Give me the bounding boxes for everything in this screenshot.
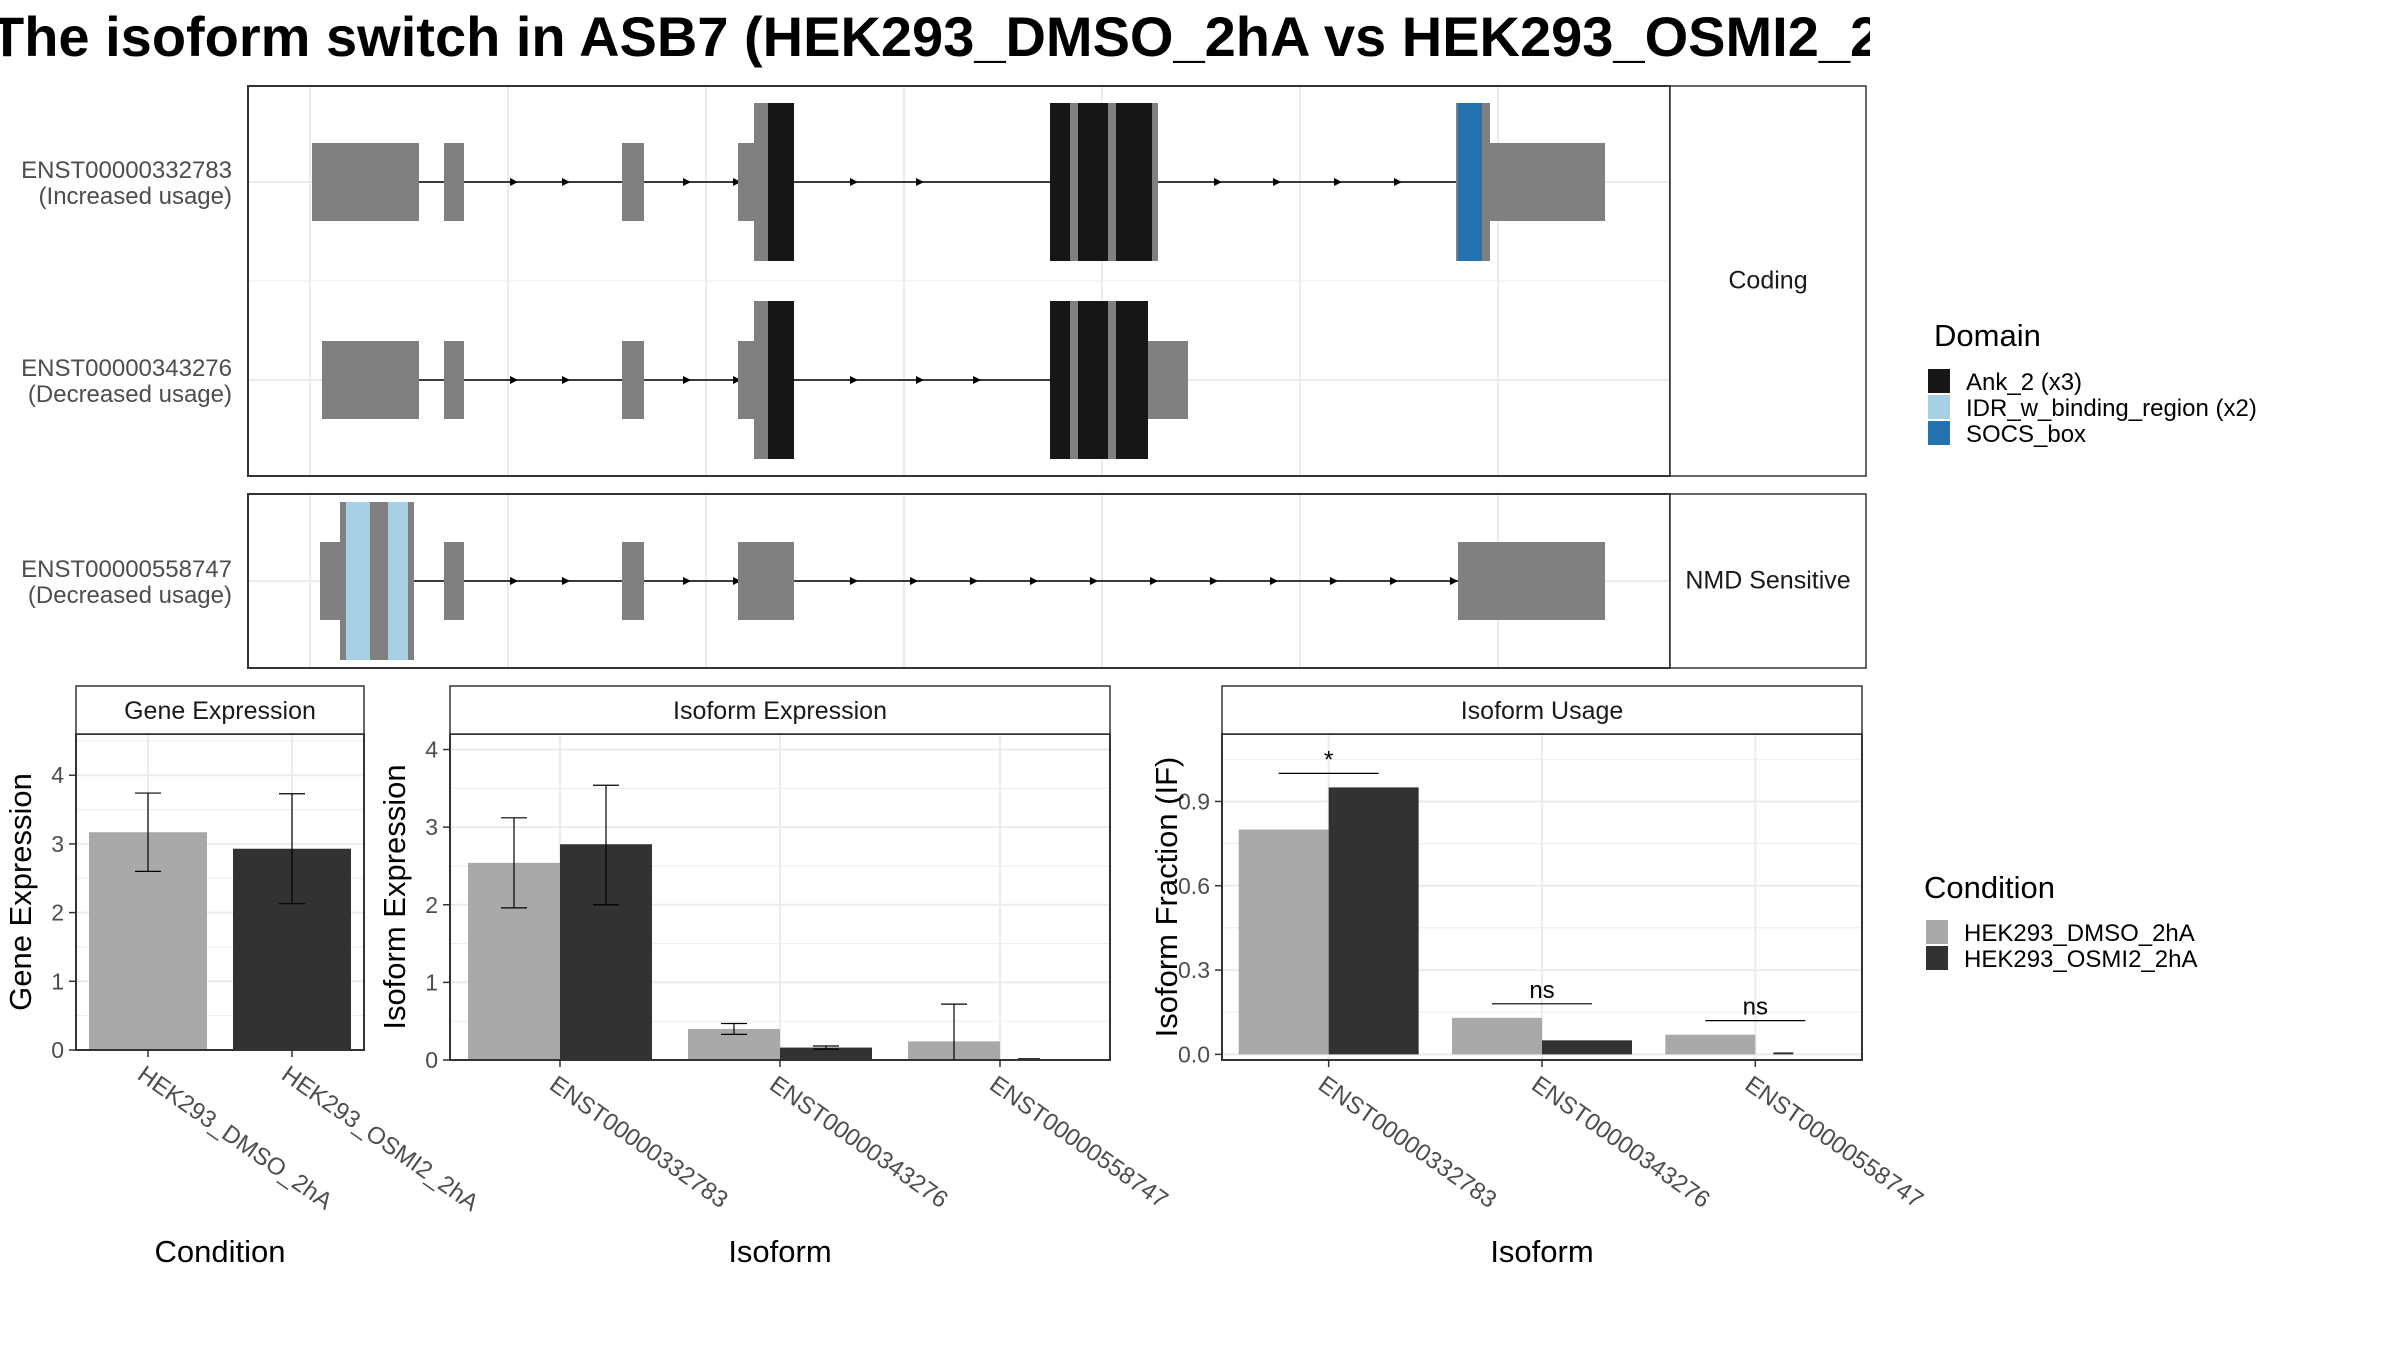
p0-xlabel: Condition [155,1234,286,1269]
legend-swatch-socs [1928,421,1950,445]
p2-xtick-label-1: ENST00000343276 [1527,1071,1715,1214]
p2-bar-s0-c2 [1665,1034,1756,1055]
p1-xlabel: Isoform [728,1234,831,1269]
p1-strip-title: Isoform Expression [673,697,887,725]
legend-label-ank: Ank_2 (x3) [1966,369,2082,396]
transcript-label-2-id: ENST00000343276 [21,355,232,382]
p2-strip [1221,685,1863,735]
p1-bar-s1-c1 [780,1047,872,1060]
nmd-panel [247,493,1867,669]
p2-bar-s1-c1 [1542,1040,1632,1055]
transcript-label-3-usage: (Decreased usage) [28,582,232,609]
legend-label-dmso: HEK293_DMSO_2hA [1964,920,2195,947]
p1-ytick-label-0: 0 [425,1047,438,1073]
p2-bar-s1-c0 [1328,787,1419,1055]
p1-ytick-label-1: 1 [425,969,438,995]
legend-swatch-ank [1928,369,1950,393]
p2-sig-label-2: ns [1743,994,1768,1021]
legend-label-socs: SOCS_box [1966,421,2086,448]
isoform-usage-panel: * ns ns Isoform Usage 0.0 0.3 0.6 0.9 ENST000003… [1149,685,1928,1269]
title-container: The isoform switch in ASB7 (HEK293_DMSO_… [0,0,1870,90]
legend-swatch-dmso [1926,920,1948,944]
p2-sig-label-1: ns [1529,977,1554,1004]
p2-bar-s0-c0 [1238,829,1329,1055]
strip-coding [1669,85,1867,477]
p1-ytick-label-2: 2 [425,892,438,918]
transcript-558747 [320,502,1605,660]
p1-ytick-label-4: 4 [425,737,438,763]
p0-strip [75,685,365,735]
coding-panel [247,85,1867,477]
p2-ytick-label-0: 0.0 [1178,1041,1210,1067]
p2-ytick-label-1: 0.3 [1178,957,1210,983]
p1-xtick-label-0: ENST00000332783 [545,1071,733,1214]
legend-label-idr: IDR_w_binding_region (x2) [1966,395,2257,422]
p1-ylabel: Isoform Expression [377,764,412,1029]
p2-xtick-label-0: ENST00000332783 [1313,1071,1501,1214]
condition-legend: Condition HEK293_DMSO_2hA HEK293_OSMI2_2… [1924,870,2197,973]
p1-xtick-label-2: ENST00000558747 [985,1071,1173,1214]
p2-bar-s0-c1 [1452,1017,1542,1055]
strip-nmd-label: NMD Sensitive [1685,567,1850,595]
p2-xtick-label-2: ENST00000558747 [1740,1071,1928,1214]
p0-strip-title: Gene Expression [124,697,316,725]
legend-swatch-idr [1928,395,1950,419]
p2-ytick-label-3: 0.9 [1178,788,1210,814]
p1-strip [449,685,1111,735]
transcript-label-1-id: ENST00000332783 [21,157,232,184]
p2-ylabel: Isoform Fraction (IF) [1149,757,1184,1038]
p2-sig-label-0: * [1324,746,1333,773]
p2-xlabel: Isoform [1490,1234,1593,1269]
transcript-332783 [312,103,1605,261]
domain-legend: Domain Ank_2 (x3) IDR_w_binding_region (… [1928,318,2257,448]
p2-strip-title: Isoform Usage [1461,697,1624,725]
strip-coding-label: Coding [1728,267,1807,295]
plot-title: The isoform switch in ASB7 (HEK293_DMSO_… [0,5,1870,68]
p0-ytick-label-2: 2 [51,900,64,926]
p2-ytick-label-2: 0.6 [1178,873,1210,899]
strip-nmd [1669,493,1867,669]
legend-swatch-osmi2 [1926,946,1948,970]
transcript-label-1-usage: (Increased usage) [39,183,232,210]
domain-legend-title: Domain [1934,318,2041,353]
p0-ylabel: Gene Expression [3,773,38,1011]
p1-xtick-label-1: ENST00000343276 [765,1071,953,1214]
p0-ytick-label-1: 1 [51,968,64,994]
transcript-343276 [322,301,1188,459]
condition-legend-title: Condition [1924,870,2055,905]
legend-label-osmi2: HEK293_OSMI2_2hA [1964,946,2197,973]
transcript-label-2-usage: (Decreased usage) [28,381,232,408]
p0-ytick-label-0: 0 [51,1037,64,1063]
p0-ytick-label-3: 3 [51,831,64,857]
p1-ytick-label-3: 3 [425,814,438,840]
p0-ytick-label-4: 4 [51,762,64,788]
transcript-label-3-id: ENST00000558747 [21,556,232,583]
